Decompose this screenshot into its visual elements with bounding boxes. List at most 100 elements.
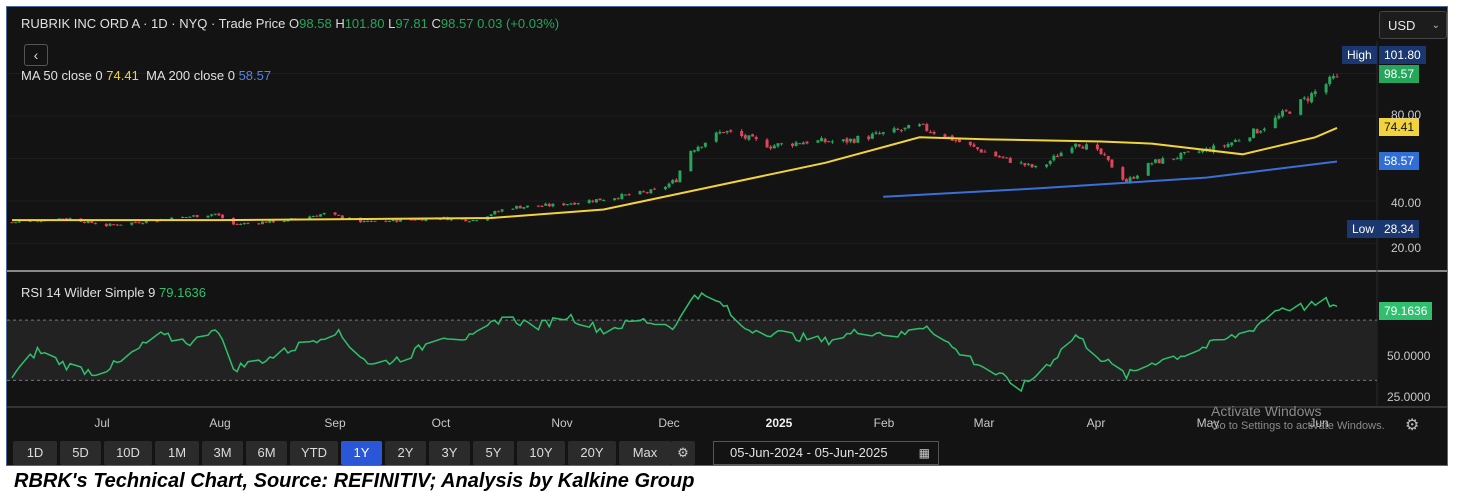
candle-body [918,124,922,127]
candle-body [576,203,580,205]
candle-body [1248,137,1252,141]
candle-body [849,138,853,142]
candle-body [438,218,442,220]
candle-body [562,203,566,206]
candle-body [565,204,569,206]
x-axis-label-year: 2025 [765,416,793,430]
ma50-value: 74.41 [106,68,139,83]
range-settings-gear-icon[interactable]: ⚙ [671,441,695,465]
candle-body [130,222,134,225]
candle-body [696,146,700,152]
candle-body [925,124,929,131]
candle-body [141,223,145,225]
candle-body [616,198,620,200]
candle-body [366,220,370,222]
range-button-6m[interactable]: 6M [246,441,287,465]
candle-body [1284,110,1288,112]
range-button-max[interactable]: Max [619,441,671,465]
candle-body [1074,143,1078,147]
range-button-3m[interactable]: 3M [202,441,243,465]
candle-body [319,214,323,217]
candle-body [268,220,272,223]
candle-body [1299,99,1303,115]
date-range-picker[interactable]: 05-Jun-2024 - 05-Jun-2025 ▦ [713,441,939,465]
candle-body [983,151,987,153]
x-axis-label: Jun [1309,416,1329,430]
range-button-2y[interactable]: 2Y [385,441,426,465]
candle-body [1048,160,1052,164]
candle-body [943,134,947,138]
candle-body [620,194,624,199]
candle-body [86,220,90,224]
candle-body [751,134,755,137]
x-axis-label: Oct [431,416,451,430]
ma50-tag-value: 74.41 [1379,118,1420,136]
candle-body [489,214,493,217]
price-chart-svg [7,41,1447,408]
candle-body [878,133,882,135]
range-button-1d[interactable]: 1D [13,441,57,465]
calendar-icon[interactable]: ▦ [918,446,930,460]
candle-body [340,215,344,219]
candle-body [112,224,116,226]
candle-body [1201,149,1205,153]
candle-body [1255,129,1259,134]
settings-gear-icon[interactable]: ⚙ [1405,417,1420,434]
candle-body [892,128,896,133]
candle-body [551,203,555,207]
high-tag-value: 101.80 [1379,46,1426,64]
candle-body [1153,159,1157,163]
range-button-10d[interactable]: 10D [104,441,152,465]
candle-body [1183,151,1187,154]
candle-body [976,147,980,150]
range-button-10y[interactable]: 10Y [517,441,565,465]
candle-body [856,135,860,143]
candle-body [413,219,417,221]
candle-body [823,138,827,143]
candle-body [409,219,413,221]
collapse-legend-button[interactable]: ‹ [24,44,48,66]
candle-body [1157,159,1161,164]
open-key: O [289,16,300,31]
range-button-5d[interactable]: 5D [60,441,101,465]
high-tag-label: High [1342,46,1377,64]
candle-body [1045,164,1049,167]
candle-body [547,203,551,207]
candle-body [573,202,577,205]
candle-body [264,221,268,223]
range-button-1m[interactable]: 1M [155,441,199,465]
candle-body [217,213,221,216]
candle-body [613,198,617,201]
candle-body [475,220,479,222]
candle-body [870,133,874,139]
range-button-ytd[interactable]: YTD [290,441,338,465]
x-axis-label: Dec [658,416,680,430]
candle-body [39,221,43,223]
candle-body [642,191,646,193]
candle-body [1026,163,1030,165]
rsi-axis-tick: 50.0000 [1387,349,1431,363]
candle-body [1030,164,1034,168]
range-button-3y[interactable]: 3Y [429,441,470,465]
candle-body [627,194,631,196]
open-value: 98.58 [299,16,332,31]
candle-body [1132,177,1136,179]
candle-body [968,141,972,145]
candle-body [311,215,315,217]
candle-body [500,209,504,212]
range-button-20y[interactable]: 20Y [568,441,616,465]
candle-body [83,221,87,223]
candle-body [1070,147,1074,153]
candle-body [1059,152,1063,157]
candle-body [155,221,159,223]
candle-body [852,139,856,143]
candle-body [772,145,776,149]
currency-select[interactable]: USD ⌄ [1379,11,1447,39]
x-axis-label: May [1196,416,1220,430]
candle-body [678,170,682,183]
price-axis-tick: 20.00 [1391,241,1422,255]
range-button-1y[interactable]: 1Y [341,441,382,465]
candle-body [424,218,428,222]
candle-body [591,200,595,202]
range-button-5y[interactable]: 5Y [473,441,514,465]
